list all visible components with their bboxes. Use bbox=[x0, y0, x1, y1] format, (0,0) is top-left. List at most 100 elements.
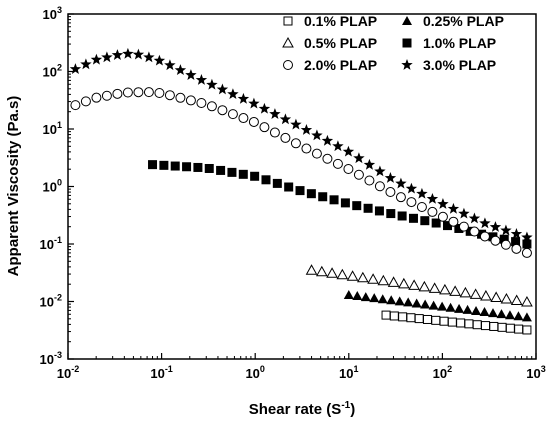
data-point bbox=[422, 314, 432, 324]
data-point bbox=[311, 129, 323, 141]
data-point bbox=[469, 288, 482, 299]
data-point bbox=[301, 143, 312, 154]
data-point bbox=[185, 69, 197, 80]
data-point bbox=[182, 162, 192, 172]
data-point bbox=[175, 92, 186, 103]
x-tick-label: 10-1 bbox=[150, 364, 172, 381]
legend-marker bbox=[401, 59, 413, 70]
data-point bbox=[431, 315, 441, 325]
tick-labels: 10-2 10-1 100 101 102 10310-310-210-110010110… bbox=[40, 5, 546, 381]
data-point bbox=[504, 310, 515, 320]
data-point bbox=[522, 239, 532, 249]
data-point bbox=[459, 286, 472, 298]
data-point bbox=[521, 247, 532, 258]
x-tick-label: 103 bbox=[526, 364, 545, 381]
data-point bbox=[369, 293, 380, 303]
data-point bbox=[480, 289, 492, 301]
data-point bbox=[454, 303, 465, 313]
data-point bbox=[374, 206, 384, 216]
data-point bbox=[122, 47, 134, 59]
data-point bbox=[420, 299, 431, 309]
legend-marker bbox=[283, 16, 293, 26]
data-point bbox=[363, 203, 373, 213]
data-point bbox=[437, 211, 448, 222]
data-point bbox=[295, 186, 305, 196]
data-point bbox=[397, 211, 407, 221]
data-point bbox=[416, 201, 427, 212]
y-tick-label: 100 bbox=[43, 178, 62, 195]
data-point bbox=[248, 97, 260, 109]
data-point bbox=[394, 296, 405, 306]
data-point bbox=[91, 92, 102, 103]
data-point bbox=[329, 195, 339, 205]
data-point bbox=[342, 145, 355, 157]
data-point bbox=[513, 311, 524, 321]
y-axis-title: Apparent Viscosity (Pa.s) bbox=[5, 96, 22, 277]
data-point bbox=[522, 325, 532, 335]
data-point bbox=[426, 192, 439, 204]
data-point bbox=[464, 319, 474, 329]
data-point bbox=[259, 122, 270, 133]
data-point bbox=[496, 309, 507, 319]
data-point bbox=[505, 323, 515, 333]
data-point bbox=[133, 87, 144, 98]
data-point bbox=[122, 87, 133, 98]
data-point bbox=[469, 226, 480, 237]
data-point bbox=[326, 267, 338, 278]
data-point bbox=[237, 92, 250, 104]
data-point bbox=[406, 197, 417, 208]
data-point bbox=[500, 292, 513, 304]
data-point bbox=[500, 239, 511, 250]
series-3-0-plap bbox=[69, 47, 533, 243]
data-point bbox=[471, 305, 482, 315]
data-point bbox=[490, 291, 503, 302]
data-point bbox=[111, 49, 124, 60]
data-point bbox=[353, 169, 364, 180]
data-point bbox=[80, 58, 92, 70]
data-point bbox=[514, 324, 524, 334]
y-tick-label: 10-1 bbox=[40, 235, 62, 252]
legend-item: 0.1% PLAP bbox=[283, 13, 377, 29]
data-point bbox=[300, 124, 313, 135]
data-point bbox=[454, 223, 464, 233]
data-point bbox=[443, 221, 453, 231]
data-point bbox=[164, 90, 175, 101]
data-point bbox=[445, 302, 456, 312]
data-point bbox=[153, 54, 166, 66]
data-point bbox=[112, 88, 123, 99]
data-point bbox=[381, 310, 391, 320]
legend-item: 3.0% PLAP bbox=[401, 57, 496, 73]
data-point bbox=[480, 321, 490, 331]
data-point bbox=[387, 276, 400, 287]
data-point bbox=[204, 163, 214, 173]
data-point bbox=[352, 201, 362, 211]
y-tick-label: 10-2 bbox=[40, 293, 62, 310]
data-point bbox=[343, 289, 354, 299]
data-point bbox=[269, 108, 281, 119]
data-point bbox=[143, 87, 154, 98]
data-point bbox=[479, 217, 491, 229]
data-point bbox=[374, 181, 385, 192]
data-point bbox=[521, 231, 533, 243]
data-point bbox=[420, 216, 430, 226]
data-point bbox=[458, 207, 470, 219]
data-point bbox=[408, 279, 420, 290]
data-series bbox=[69, 47, 533, 335]
data-point bbox=[238, 169, 248, 179]
legend-item: 1.0% PLAP bbox=[402, 35, 496, 51]
data-point bbox=[90, 53, 103, 65]
data-point bbox=[447, 317, 457, 327]
legend-marker bbox=[282, 36, 294, 48]
data-point bbox=[290, 138, 301, 149]
data-point bbox=[164, 59, 176, 71]
legend-marker bbox=[402, 38, 412, 48]
x-axis-title: Shear rate (S-1) bbox=[249, 400, 355, 418]
data-point bbox=[377, 274, 390, 286]
data-point bbox=[284, 182, 294, 192]
data-point bbox=[69, 63, 82, 74]
data-point bbox=[405, 182, 418, 194]
data-point bbox=[206, 101, 217, 112]
y-tick-label: 101 bbox=[43, 120, 62, 137]
data-point bbox=[269, 127, 280, 138]
